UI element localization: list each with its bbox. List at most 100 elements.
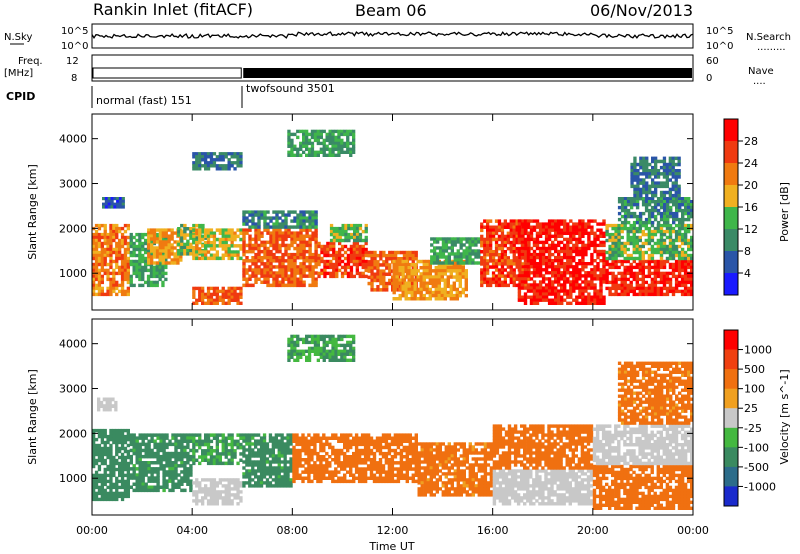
heatmap-cell	[569, 249, 573, 254]
heatmap-cell	[278, 268, 282, 272]
heatmap-cell	[198, 484, 202, 488]
heatmap-cell	[547, 292, 552, 296]
heatmap-cell	[118, 247, 122, 252]
heatmap-cell	[310, 147, 315, 151]
heatmap-cell	[165, 457, 169, 462]
heatmap-cell	[680, 226, 685, 231]
heatmap-cell	[201, 227, 205, 231]
heatmap-cell	[212, 461, 217, 466]
heatmap-cell	[668, 256, 673, 261]
heatmap-cell	[517, 222, 522, 226]
heatmap-cell	[653, 241, 658, 246]
heatmap-cell	[388, 272, 392, 276]
heatmap-cell	[168, 439, 172, 443]
heatmap-cell	[126, 437, 130, 442]
heatmap-cell	[221, 240, 225, 245]
colorbar-swatch	[724, 163, 738, 186]
heatmap-cell	[581, 280, 585, 284]
heatmap-cell	[638, 211, 643, 216]
heatmap-cell	[638, 220, 643, 225]
heatmap-cell	[617, 277, 621, 282]
heatmap-cell	[155, 255, 160, 259]
heatmap-cell	[335, 265, 339, 270]
heatmap-cell	[112, 232, 116, 237]
heatmap-cell	[112, 461, 116, 466]
heatmap-cell	[230, 253, 234, 257]
heatmap-cell	[92, 428, 96, 433]
heatmap-cell	[123, 277, 128, 282]
heatmap-cell	[147, 470, 151, 474]
heatmap-cell	[189, 249, 193, 253]
heatmap-cell	[608, 265, 612, 270]
heatmap-cell	[346, 147, 350, 151]
heatmap-cell	[144, 488, 148, 493]
heatmap-cell	[257, 268, 261, 272]
heatmap-cell	[520, 286, 525, 290]
heatmap-cell	[483, 280, 487, 285]
heatmap-cell	[506, 234, 510, 239]
heatmap-cell	[206, 487, 211, 491]
heatmap-cell	[129, 241, 133, 246]
heatmap-cell	[459, 237, 463, 241]
heatmap-cell	[103, 446, 107, 451]
heatmap-cell	[245, 268, 249, 272]
heatmap-cell	[557, 231, 561, 235]
heatmap-cell	[299, 249, 303, 254]
heatmap-cell	[578, 240, 582, 245]
heatmap-cell	[364, 265, 368, 270]
heatmap-cell	[305, 141, 309, 146]
heatmap-cell	[449, 266, 453, 270]
colorbar-swatch	[724, 273, 738, 296]
heatmap-cell	[94, 449, 99, 454]
heatmap-cell	[158, 268, 162, 273]
heatmap-cell	[144, 280, 148, 285]
heatmap-cell	[382, 278, 386, 283]
heatmap-cell	[198, 164, 202, 168]
heatmap-cell	[204, 493, 208, 497]
heatmap-cell	[192, 445, 196, 450]
heatmap-cell	[687, 223, 691, 228]
heatmap-cell	[227, 231, 231, 235]
heatmap-cell	[192, 301, 196, 305]
colorbar-swatch	[724, 229, 738, 252]
heatmap-cell	[509, 265, 513, 269]
heatmap-cell	[569, 234, 573, 238]
heatmap-cell	[547, 283, 552, 287]
heatmap-cell	[647, 289, 652, 294]
heatmap-cell	[509, 280, 513, 285]
heatmap-cell	[532, 295, 537, 299]
heatmap-cell	[541, 259, 546, 263]
heatmap-cell	[644, 292, 648, 297]
heatmap-cell	[662, 169, 667, 173]
heatmap-cell	[132, 235, 136, 240]
heatmap-cell	[566, 231, 570, 235]
heatmap-cell	[149, 274, 154, 279]
heatmap-cell	[683, 262, 688, 267]
heatmap-cell	[529, 237, 534, 242]
heatmap-cell	[195, 158, 199, 162]
heatmap-cell	[560, 255, 564, 260]
heatmap-cell	[195, 481, 199, 485]
heatmap-cell	[641, 262, 645, 267]
heatmap-cell	[218, 433, 222, 437]
heatmap-cell	[218, 164, 222, 168]
heatmap-cell	[118, 437, 122, 442]
heatmap-cell	[313, 129, 318, 134]
heatmap-cell	[186, 249, 190, 253]
heatmap-cell	[656, 247, 661, 252]
heatmap-cell	[459, 240, 463, 244]
heatmap-cell	[596, 237, 600, 242]
heatmap-cell	[316, 135, 320, 140]
heatmap-cell	[608, 289, 612, 294]
heatmap-cell	[284, 225, 288, 229]
heatmap-cell	[547, 219, 552, 223]
heatmap-cell	[144, 482, 148, 486]
heatmap-cell	[290, 147, 294, 151]
heatmap-cell	[183, 464, 187, 468]
heatmap-cell	[509, 225, 513, 229]
heatmap-cell	[425, 266, 429, 270]
heatmap-cell	[620, 229, 624, 234]
heatmap-cell	[659, 244, 664, 249]
heatmap-cell	[587, 222, 591, 226]
heatmap-cell	[635, 265, 639, 270]
